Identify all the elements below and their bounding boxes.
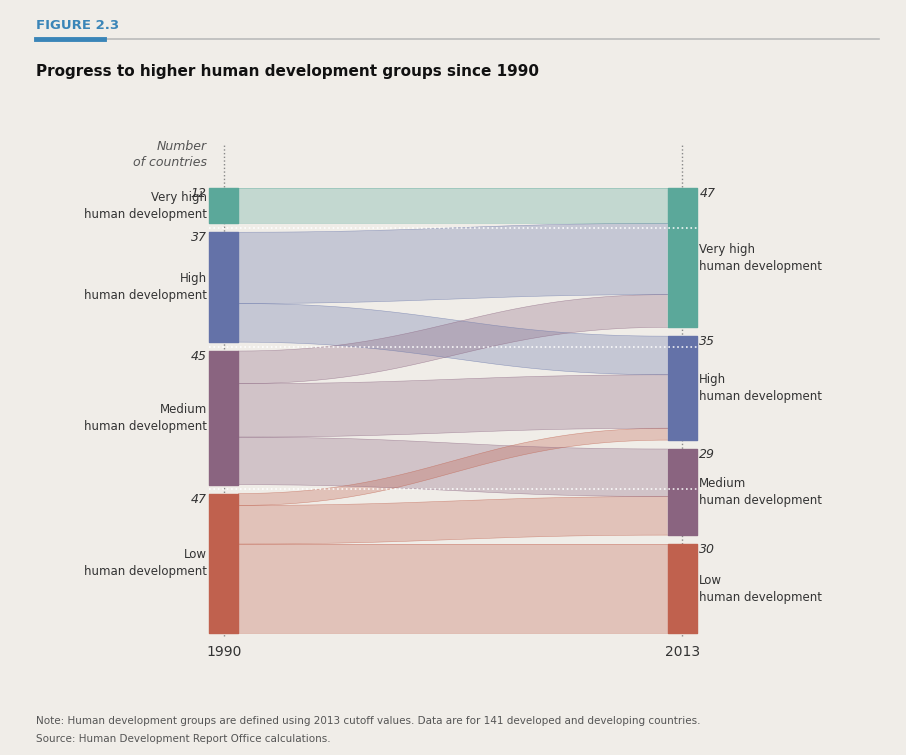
Text: Progress to higher human development groups since 1990: Progress to higher human development gro… xyxy=(36,64,539,79)
Text: High
human development: High human development xyxy=(83,273,207,302)
Text: Low
human development: Low human development xyxy=(699,574,823,603)
Text: Very high
human development: Very high human development xyxy=(83,190,207,220)
Text: Low
human development: Low human development xyxy=(83,548,207,578)
Polygon shape xyxy=(238,428,668,505)
Polygon shape xyxy=(238,223,668,304)
Polygon shape xyxy=(238,374,668,437)
Text: 29: 29 xyxy=(699,448,716,461)
Polygon shape xyxy=(238,544,668,633)
Text: 47: 47 xyxy=(190,493,207,506)
Polygon shape xyxy=(238,294,668,384)
Polygon shape xyxy=(238,497,668,544)
Text: 12: 12 xyxy=(190,186,207,200)
Text: Source: Human Development Report Office calculations.: Source: Human Development Report Office … xyxy=(36,734,331,744)
Text: 2013: 2013 xyxy=(665,645,699,659)
Polygon shape xyxy=(238,437,668,497)
Text: Medium
human development: Medium human development xyxy=(699,477,823,507)
Text: 35: 35 xyxy=(699,335,716,348)
Text: FIGURE 2.3: FIGURE 2.3 xyxy=(36,19,120,32)
Text: Note: Human development groups are defined using 2013 cutoff values. Data are fo: Note: Human development groups are defin… xyxy=(36,716,700,726)
Polygon shape xyxy=(238,304,668,374)
Text: High
human development: High human development xyxy=(699,373,823,403)
Text: 1990: 1990 xyxy=(206,645,241,659)
Text: Medium
human development: Medium human development xyxy=(83,403,207,433)
Polygon shape xyxy=(238,188,668,223)
Text: 30: 30 xyxy=(699,543,716,556)
Text: 47: 47 xyxy=(699,186,716,200)
Text: Very high
human development: Very high human development xyxy=(699,242,823,273)
Text: Number
of countries: Number of countries xyxy=(132,140,207,169)
Text: 37: 37 xyxy=(190,231,207,245)
Text: 45: 45 xyxy=(190,350,207,363)
